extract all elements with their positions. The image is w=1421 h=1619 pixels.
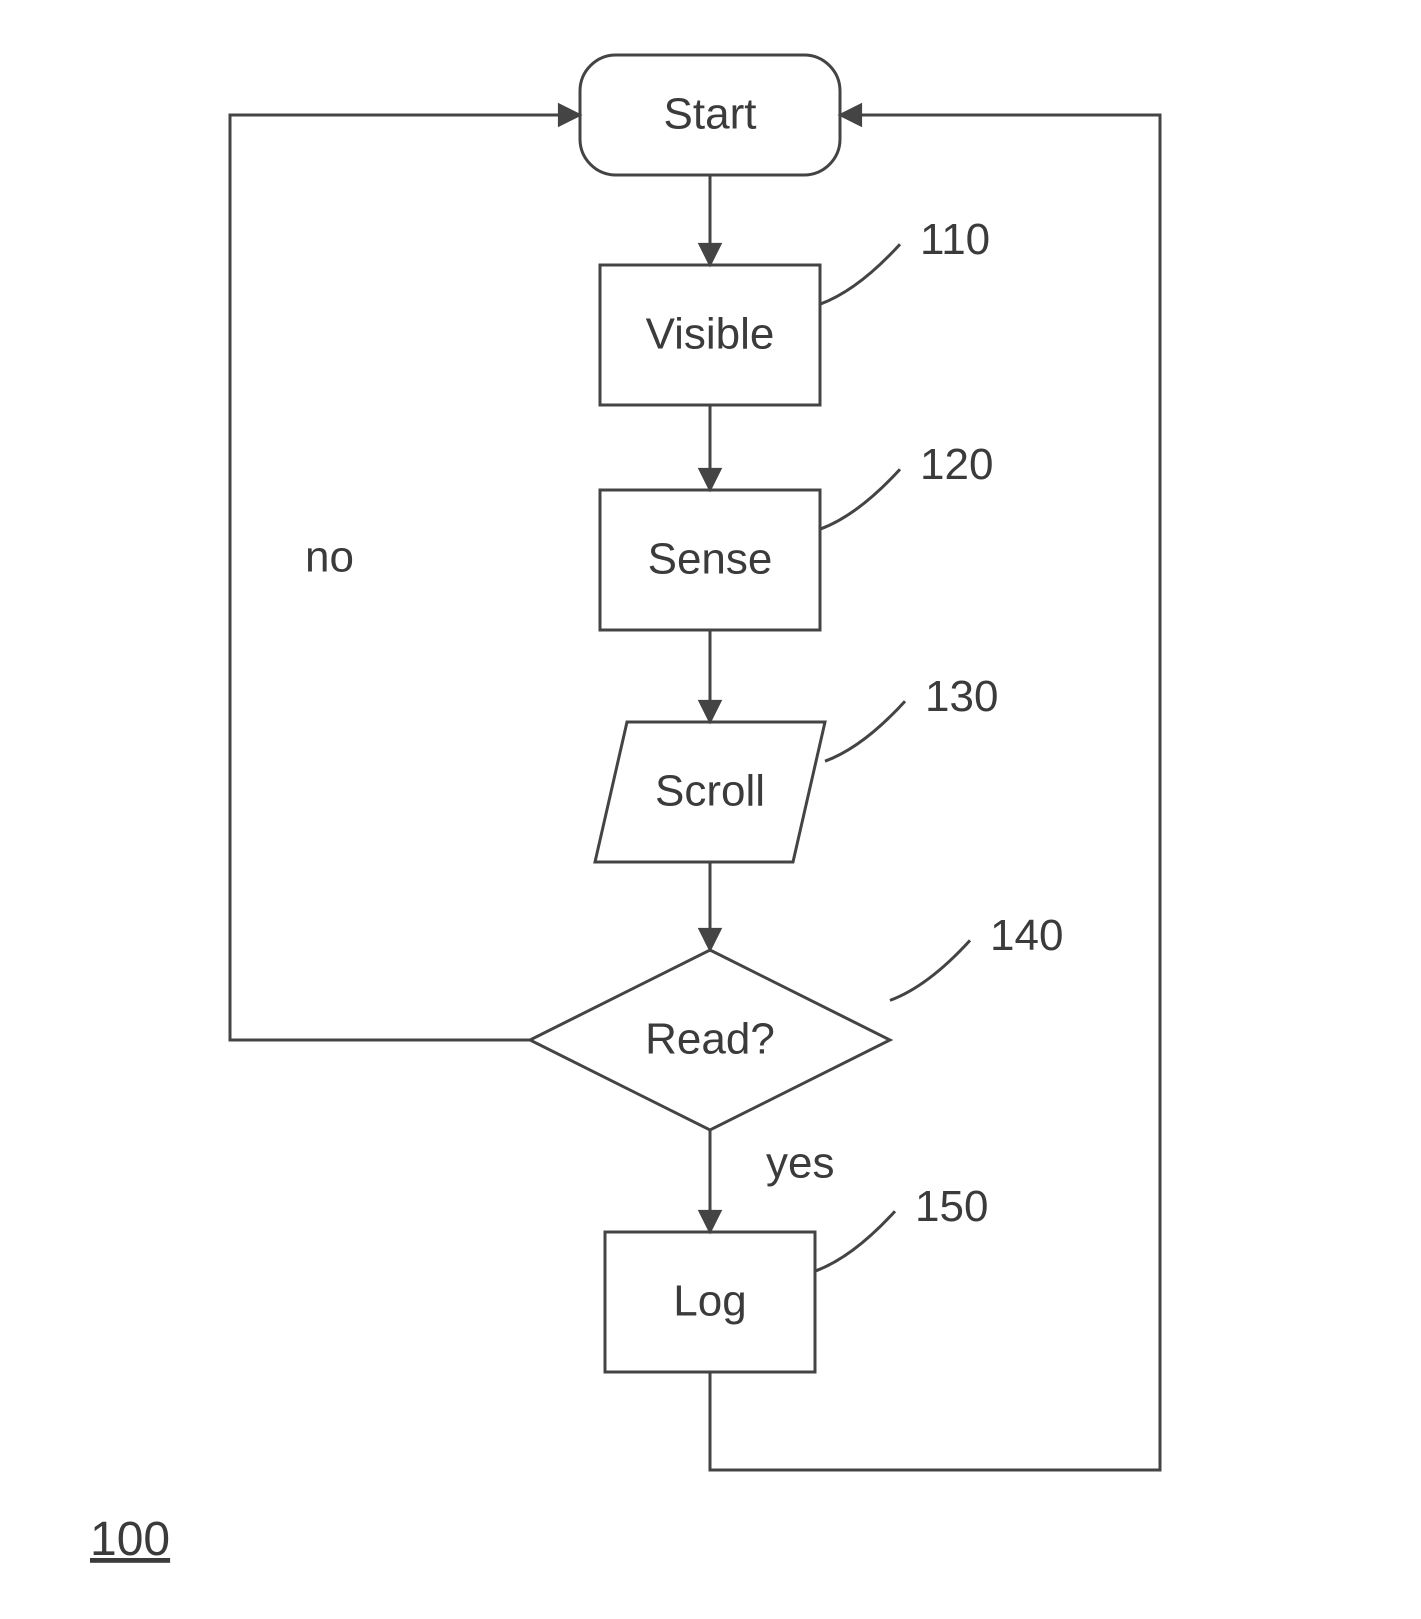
figure-number: 100: [90, 1513, 170, 1566]
flowchart-canvas: yes no Start Visible 110 Sense 120 Scroll 130 Rea…: [0, 0, 1421, 1619]
ref-number-140: 140: [990, 911, 1063, 960]
node-read-label: Read?: [645, 1015, 775, 1064]
node-read: Read? 140: [530, 911, 1063, 1130]
node-log-label: Log: [673, 1277, 746, 1326]
node-start: Start: [580, 55, 840, 175]
node-sense: Sense 120: [600, 440, 993, 630]
ref-number-110: 110: [920, 215, 990, 264]
edge-label-yes: yes: [766, 1139, 834, 1188]
ref-number-120: 120: [920, 440, 993, 489]
node-visible-label: Visible: [646, 310, 775, 359]
edge-label-no: no: [305, 533, 354, 582]
node-visible: Visible 110: [600, 215, 990, 405]
node-scroll-label: Scroll: [655, 767, 765, 816]
ref-leader-120: [820, 469, 900, 529]
edge-read-to-start: [230, 115, 580, 1040]
edge-log-to-start: [710, 115, 1160, 1470]
ref-number-150: 150: [915, 1182, 988, 1231]
ref-leader-150: [815, 1211, 895, 1271]
ref-number-130: 130: [925, 672, 998, 721]
node-start-label: Start: [664, 90, 757, 139]
node-scroll: Scroll 130: [595, 672, 998, 862]
ref-leader-130: [825, 701, 905, 761]
node-log: Log 150: [605, 1182, 988, 1372]
ref-leader-110: [820, 244, 900, 304]
node-sense-label: Sense: [648, 535, 773, 584]
ref-leader-140: [890, 940, 970, 1000]
